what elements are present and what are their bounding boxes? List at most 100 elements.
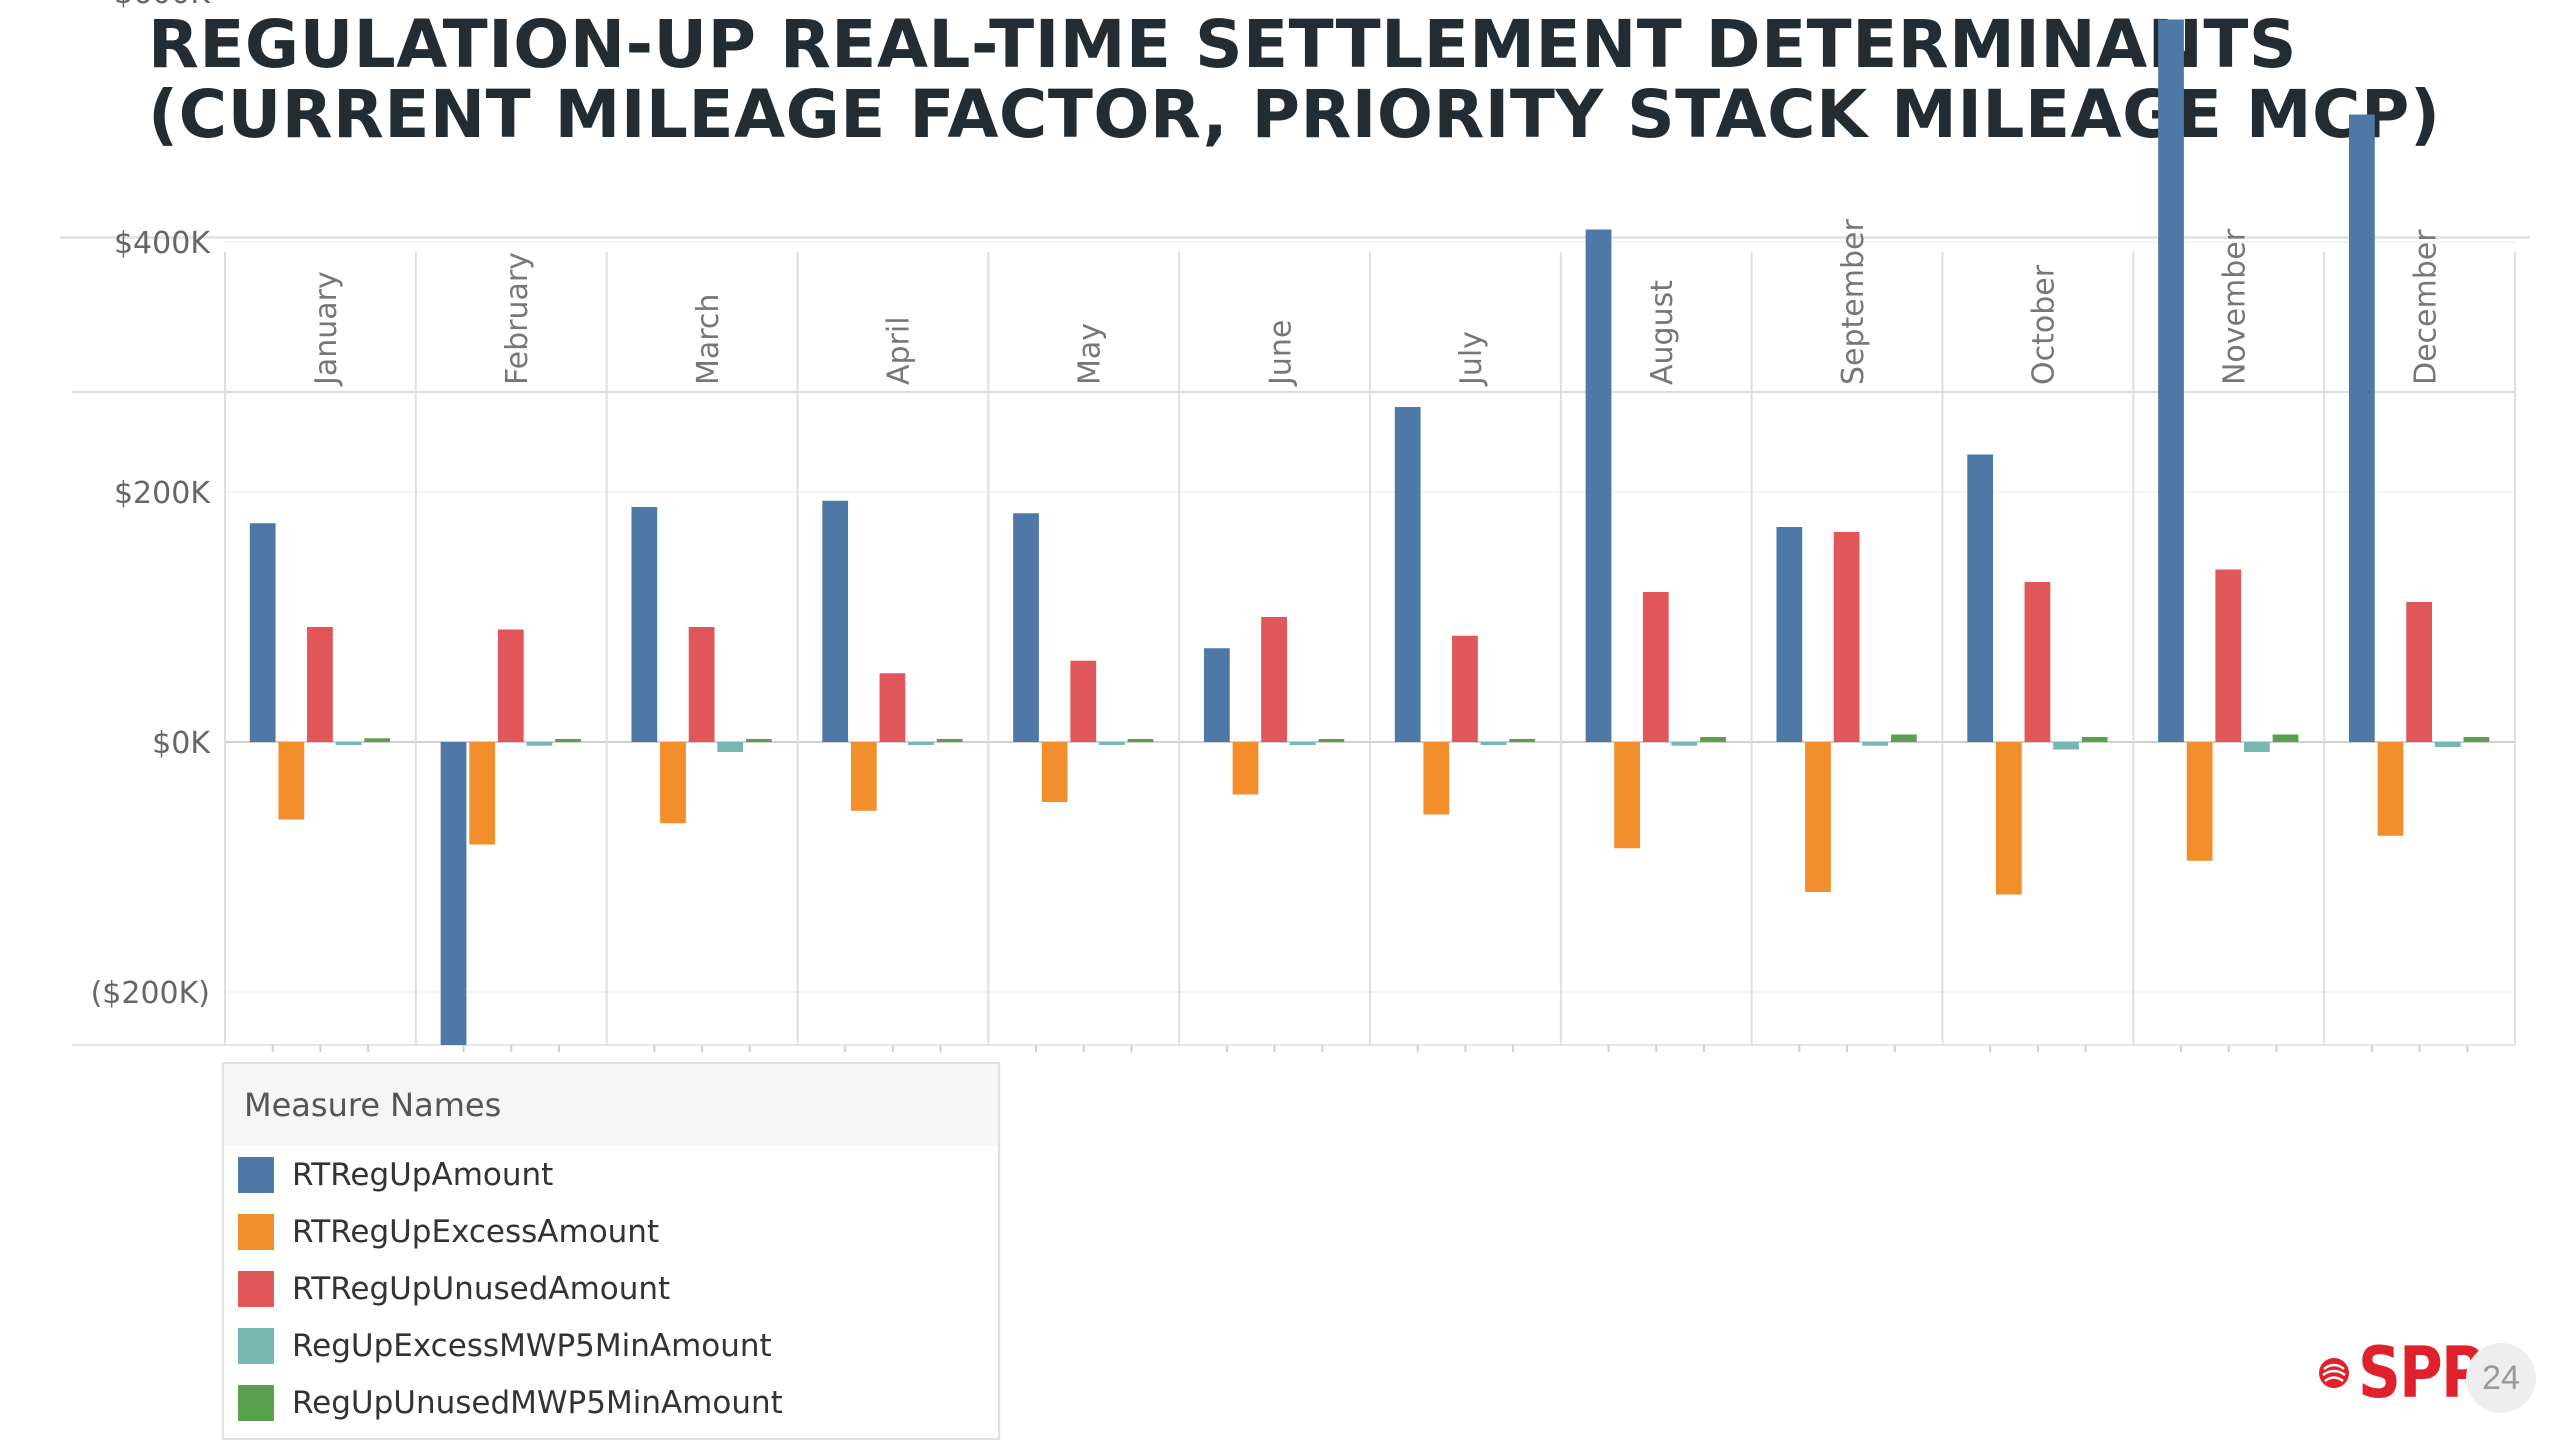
legend-label: RTRegUpAmount xyxy=(292,1156,554,1193)
bar-RTRegUpExcessAmount xyxy=(278,742,305,820)
bar-RegUpUnusedMWP5MinAmount xyxy=(2081,737,2108,742)
bar-RTRegUpExcessAmount xyxy=(1614,742,1641,849)
y-tick-label: ($200K) xyxy=(91,976,210,1011)
bar-RTRegUpUnusedAmount xyxy=(1261,617,1287,742)
legend: Measure Names RTRegUpAmount RTRegUpExcess… xyxy=(222,1062,1000,1440)
bar-RTRegUpExcessAmount xyxy=(1423,742,1450,815)
bar-RegUpExcessMWP5MinAmount xyxy=(1862,742,1889,746)
bar-RTRegUpExcessAmount xyxy=(660,742,686,824)
y-tick-label: $400K xyxy=(114,226,211,261)
month-label: February xyxy=(500,252,535,385)
y-tick-label: $0K xyxy=(152,726,211,761)
bar-RTRegUpExcessAmount xyxy=(1805,742,1831,892)
bar-RTRegUpAmount xyxy=(822,500,849,742)
month-label: June xyxy=(1263,320,1298,387)
chart-bars xyxy=(249,19,2490,1045)
bar-RegUpUnusedMWP5MinAmount xyxy=(1127,739,1154,742)
slide-title: Regulation-Up Real-Time Settlement Deter… xyxy=(148,6,2441,153)
bar-RegUpUnusedMWP5MinAmount xyxy=(2463,737,2490,742)
bar-RTRegUpAmount xyxy=(631,507,658,742)
bar-RegUpExcessMWP5MinAmount xyxy=(2244,742,2270,752)
month-label: April xyxy=(882,316,917,385)
month-label: September xyxy=(1836,219,1871,385)
bar-RegUpExcessMWP5MinAmount xyxy=(717,742,744,752)
bar-RTRegUpUnusedAmount xyxy=(2215,569,2242,742)
legend-swatch xyxy=(238,1384,274,1421)
month-header-row: January February March April May June July Augu… xyxy=(309,219,2443,387)
bar-RTRegUpAmount xyxy=(2158,19,2184,742)
legend-label: RegUpExcessMWP5MinAmount xyxy=(292,1327,772,1364)
month-label: May xyxy=(1073,323,1108,385)
month-label: January xyxy=(309,271,344,387)
y-tick-label: $200K xyxy=(114,476,211,511)
bar-RTRegUpUnusedAmount xyxy=(1642,592,1669,742)
bar-RTRegUpExcessAmount xyxy=(1041,742,1068,802)
bar-RTRegUpAmount xyxy=(1394,407,1421,742)
bar-RTRegUpUnusedAmount xyxy=(497,629,524,742)
bar-RTRegUpUnusedAmount xyxy=(2406,602,2432,742)
bar-RTRegUpAmount xyxy=(1013,513,1039,742)
bar-RegUpUnusedMWP5MinAmount xyxy=(1318,739,1345,742)
legend-label: RTRegUpExcessAmount xyxy=(292,1213,660,1250)
bar-RegUpExcessMWP5MinAmount xyxy=(1671,742,1698,746)
y-axis: $600K$400K$200K$0K($200K)($400K)($600K) xyxy=(91,0,212,1011)
bar-RegUpUnusedMWP5MinAmount xyxy=(364,738,391,742)
bar-RTRegUpUnusedAmount xyxy=(1833,532,1860,742)
bar-RTRegUpExcessAmount xyxy=(469,742,496,845)
legend-swatch xyxy=(238,1156,274,1193)
legend-item: RTRegUpExcessAmount xyxy=(224,1203,998,1260)
bar-RTRegUpAmount xyxy=(249,523,276,742)
month-label: August xyxy=(1645,280,1680,385)
spp-logo: SPP xyxy=(2316,1332,2505,1414)
bar-RTRegUpExcessAmount xyxy=(850,742,877,811)
legend-item: RegUpExcessMWP5MinAmount xyxy=(224,1317,998,1374)
chart-grid xyxy=(72,241,2516,1052)
legend-swatch xyxy=(238,1327,274,1364)
bar-RTRegUpAmount xyxy=(1203,648,1230,742)
legend-title: Measure Names xyxy=(224,1064,998,1146)
bar-RTRegUpUnusedAmount xyxy=(1452,635,1478,742)
bar-RegUpUnusedMWP5MinAmount xyxy=(1700,737,1726,742)
month-label: November xyxy=(2218,228,2253,385)
bar-RTRegUpAmount xyxy=(1967,454,1994,742)
bar-RTRegUpExcessAmount xyxy=(1232,742,1259,795)
bar-RTRegUpAmount xyxy=(440,742,467,1045)
bar-RTRegUpUnusedAmount xyxy=(1070,660,1097,742)
bar-RegUpExcessMWP5MinAmount xyxy=(526,742,553,746)
bar-RegUpExcessMWP5MinAmount xyxy=(1099,742,1125,745)
bar-RegUpUnusedMWP5MinAmount xyxy=(936,739,963,742)
legend-label: RegUpUnusedMWP5MinAmount xyxy=(292,1384,783,1421)
bar-RegUpExcessMWP5MinAmount xyxy=(2434,742,2461,747)
bar-RTRegUpUnusedAmount xyxy=(879,673,906,742)
bar-RegUpExcessMWP5MinAmount xyxy=(1289,742,1316,745)
bar-RegUpUnusedMWP5MinAmount xyxy=(1509,739,1536,742)
bar-RTRegUpUnusedAmount xyxy=(688,627,715,742)
title-divider xyxy=(60,236,2530,239)
legend-swatch xyxy=(238,1270,274,1307)
month-label: December xyxy=(2408,229,2443,385)
spp-logo-icon xyxy=(2319,1358,2349,1388)
bar-RTRegUpUnusedAmount xyxy=(307,627,333,742)
bar-RTRegUpAmount xyxy=(1585,229,1612,742)
bar-RTRegUpExcessAmount xyxy=(2377,742,2404,836)
bar-RegUpUnusedMWP5MinAmount xyxy=(745,739,772,742)
bar-RegUpUnusedMWP5MinAmount xyxy=(555,739,581,742)
bar-RegUpExcessMWP5MinAmount xyxy=(1480,742,1507,745)
month-label: March xyxy=(691,294,726,385)
legend-label: RTRegUpUnusedAmount xyxy=(292,1270,671,1307)
spp-logo-text: SPP xyxy=(2358,1332,2485,1414)
legend-item: RegUpUnusedMWP5MinAmount xyxy=(224,1374,998,1431)
bar-RTRegUpExcessAmount xyxy=(2186,742,2213,861)
y-tick-label: $600K xyxy=(114,0,211,11)
bar-RTRegUpAmount xyxy=(2348,114,2375,742)
bar-RTRegUpUnusedAmount xyxy=(2024,582,2051,742)
bar-RTRegUpAmount xyxy=(1776,527,1803,742)
bar-RegUpUnusedMWP5MinAmount xyxy=(2272,734,2299,742)
bar-RegUpExcessMWP5MinAmount xyxy=(2053,742,2079,750)
bar-RegUpExcessMWP5MinAmount xyxy=(908,742,934,745)
legend-swatch xyxy=(238,1213,274,1250)
legend-items: RTRegUpAmount RTRegUpExcessAmount RTRegUpU… xyxy=(224,1146,998,1431)
bar-RegUpUnusedMWP5MinAmount xyxy=(1890,734,1917,742)
bar-RTRegUpExcessAmount xyxy=(1995,742,2022,895)
bar-chart: January February March April May June July Augu… xyxy=(72,0,2516,1052)
